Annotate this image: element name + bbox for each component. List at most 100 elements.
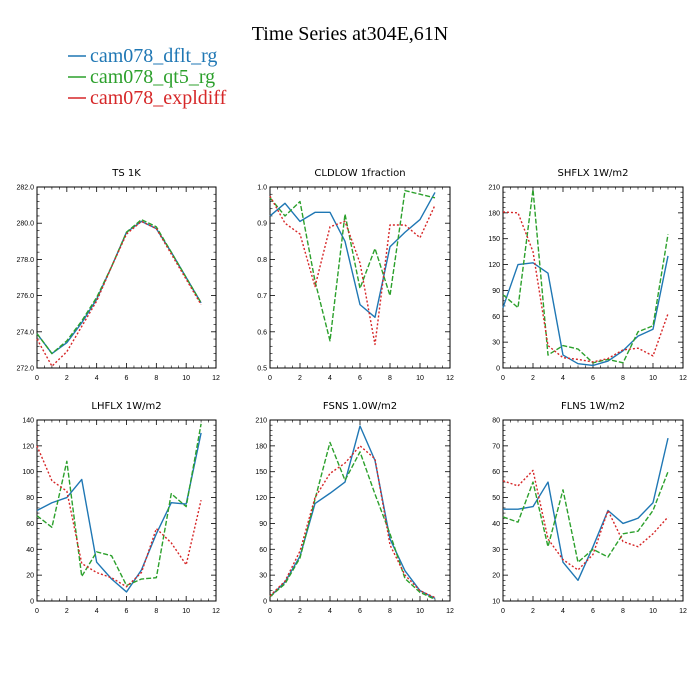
y-tick-label: 150 bbox=[255, 469, 267, 476]
y-tick-label: 210 bbox=[255, 418, 267, 425]
x-tick-label: 10 bbox=[182, 608, 190, 615]
x-tick-label: 10 bbox=[182, 375, 190, 382]
x-tick-label: 2 bbox=[65, 375, 69, 382]
y-tick-label: 276.0 bbox=[16, 293, 34, 300]
y-tick-label: 30 bbox=[492, 340, 500, 347]
plot-frame bbox=[36, 419, 217, 602]
y-tick-label: 180 bbox=[488, 210, 500, 217]
series-line-cam078_qt5_rg bbox=[36, 218, 202, 355]
series-line-cam078_qt5_rg bbox=[502, 188, 669, 364]
plot-frame bbox=[269, 419, 451, 602]
panel-title-ts: TS 1K bbox=[111, 168, 141, 179]
legend-label-3: cam078_expldiff bbox=[90, 87, 227, 109]
y-tick-label: 60 bbox=[26, 521, 34, 528]
y-tick-label: 120 bbox=[488, 262, 500, 269]
x-tick-label: 8 bbox=[154, 608, 158, 615]
series-line-cam078_dflt_rg bbox=[269, 425, 436, 600]
legend-label-1: cam078_dflt_rg bbox=[90, 45, 217, 67]
legend-entry: cam078_qt5_rg bbox=[68, 66, 215, 88]
series-line-cam078_expldiff bbox=[502, 469, 669, 571]
series-line-cam078_qt5_rg bbox=[269, 441, 436, 600]
x-tick-label: 6 bbox=[358, 375, 362, 382]
y-tick-label: 40 bbox=[492, 521, 500, 528]
y-tick-label: 0.9 bbox=[257, 221, 267, 228]
x-tick-label: 4 bbox=[95, 608, 99, 615]
y-tick-label: 120 bbox=[22, 443, 34, 450]
x-tick-label: 8 bbox=[621, 608, 625, 615]
x-tick-label: 2 bbox=[65, 608, 69, 615]
x-tick-label: 6 bbox=[358, 608, 362, 615]
series-line-cam078_qt5_rg bbox=[502, 471, 669, 563]
y-tick-label: 40 bbox=[26, 547, 34, 554]
y-tick-label: 80 bbox=[26, 495, 34, 502]
x-tick-label: 6 bbox=[591, 375, 595, 382]
x-tick-label: 10 bbox=[416, 608, 424, 615]
y-tick-label: 80 bbox=[492, 418, 500, 425]
y-tick-label: 60 bbox=[259, 547, 267, 554]
y-tick-label: 50 bbox=[492, 495, 500, 502]
y-tick-label: 0.8 bbox=[257, 257, 267, 264]
y-tick-label: 90 bbox=[259, 521, 267, 528]
x-tick-label: 4 bbox=[561, 608, 565, 615]
y-tick-label: 30 bbox=[492, 547, 500, 554]
series-line-cam078_dflt_rg bbox=[503, 437, 669, 582]
x-tick-label: 6 bbox=[125, 375, 129, 382]
panel-cldlow: CLDLOW 1fraction 0 2 4 6 8 10 12 0.5 0.6 0.7 0.8 0.9… bbox=[257, 168, 454, 382]
series-line-cam078_qt5_rg bbox=[269, 189, 436, 342]
x-tick-label: 0 bbox=[501, 608, 505, 615]
y-tick-label: 0 bbox=[496, 366, 500, 373]
panel-title-cldlow: CLDLOW 1fraction bbox=[314, 168, 405, 179]
x-tick-label: 12 bbox=[446, 608, 454, 615]
panel-title-shflx: SHFLX 1W/m2 bbox=[558, 168, 629, 179]
y-tick-label: 150 bbox=[488, 236, 500, 243]
figure-title: Time Series at304E,61N bbox=[252, 23, 448, 45]
y-tick-label: 274.0 bbox=[16, 329, 34, 336]
series-line-cam078_expldiff bbox=[36, 445, 202, 588]
y-tick-label: 120 bbox=[255, 495, 267, 502]
x-tick-label: 4 bbox=[328, 375, 332, 382]
x-tick-label: 10 bbox=[649, 608, 657, 615]
y-tick-label: 0.5 bbox=[257, 366, 267, 373]
x-tick-label: 4 bbox=[95, 375, 99, 382]
x-tick-label: 0 bbox=[501, 375, 505, 382]
panel-ts: TS 1K 0 2 4 6 8 10 12 272.0 274.0 276.0 278.0 280.0 2… bbox=[16, 168, 220, 382]
series-line-cam078_dflt_rg bbox=[36, 432, 202, 593]
series-line-cam078_expldiff bbox=[502, 211, 669, 363]
series-line-cam078_dflt_rg bbox=[36, 220, 202, 355]
x-tick-label: 12 bbox=[446, 375, 454, 382]
x-tick-label: 8 bbox=[388, 375, 392, 382]
panel-title-lhflx: LHFLX 1W/m2 bbox=[91, 401, 161, 412]
y-tick-label: 0.7 bbox=[257, 293, 267, 300]
panel-title-fsns: FSNS 1.0W/m2 bbox=[323, 401, 397, 412]
y-tick-label: 20 bbox=[26, 573, 34, 580]
y-tick-label: 0 bbox=[263, 599, 267, 606]
x-tick-label: 2 bbox=[298, 375, 302, 382]
y-tick-label: 0.6 bbox=[257, 329, 267, 336]
x-tick-label: 8 bbox=[154, 375, 158, 382]
legend-label-2: cam078_qt5_rg bbox=[90, 66, 215, 88]
y-tick-label: 140 bbox=[22, 418, 34, 425]
y-tick-label: 210 bbox=[488, 185, 500, 192]
y-tick-label: 10 bbox=[492, 599, 500, 606]
x-tick-label: 12 bbox=[212, 375, 220, 382]
panels: TS 1K 0 2 4 6 8 10 12 272.0 274.0 276.0 278.0 280.0 2… bbox=[16, 168, 687, 615]
y-tick-label: 280.0 bbox=[16, 221, 34, 228]
y-tick-label: 282.0 bbox=[16, 185, 34, 192]
x-tick-label: 0 bbox=[268, 608, 272, 615]
x-tick-label: 10 bbox=[649, 375, 657, 382]
y-tick-label: 100 bbox=[22, 469, 34, 476]
x-tick-label: 4 bbox=[328, 608, 332, 615]
x-tick-label: 0 bbox=[268, 375, 272, 382]
x-tick-label: 8 bbox=[621, 375, 625, 382]
y-tick-label: 180 bbox=[255, 443, 267, 450]
legend: cam078_dflt_rg cam078_qt5_rg cam078_expl… bbox=[68, 45, 227, 109]
y-tick-label: 60 bbox=[492, 314, 500, 321]
plot-frame bbox=[502, 419, 684, 602]
x-tick-label: 0 bbox=[35, 375, 39, 382]
x-tick-label: 6 bbox=[591, 608, 595, 615]
y-tick-label: 60 bbox=[492, 469, 500, 476]
x-tick-label: 12 bbox=[679, 375, 687, 382]
x-tick-label: 2 bbox=[531, 608, 535, 615]
